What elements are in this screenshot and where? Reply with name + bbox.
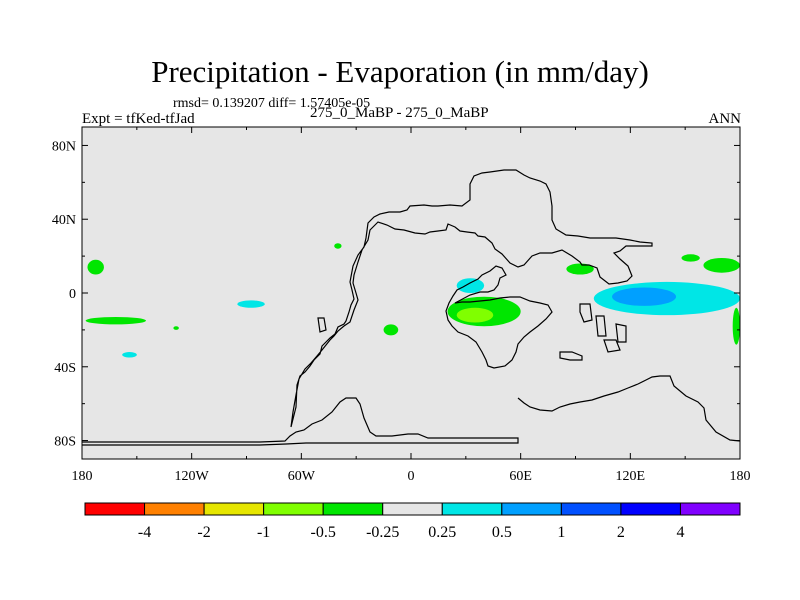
- season-label: ANN: [708, 111, 742, 127]
- colorbar-swatch: [620, 502, 681, 516]
- coastline-small-island: [317, 317, 327, 333]
- anomaly-region: [612, 287, 677, 306]
- colorbar-swatch: [203, 502, 265, 516]
- anomaly-region: [383, 324, 399, 336]
- colorbar-label: -2: [197, 524, 210, 541]
- colorbar-label: 1: [557, 524, 565, 541]
- x-tick-label: 60E: [509, 469, 532, 484]
- x-tick-label: 120W: [175, 469, 210, 484]
- x-tick-label: 0: [408, 469, 415, 484]
- y-tick-label: 80N: [52, 139, 76, 154]
- anomaly-region: [566, 263, 594, 275]
- case-label: 275_0_MaBP - 275_0_MaBP: [310, 105, 489, 121]
- y-tick-label: 40N: [52, 213, 76, 228]
- anomaly-region: [732, 307, 740, 345]
- anomaly-region: [456, 307, 494, 323]
- colorbar-swatch: [322, 502, 384, 516]
- colorbar-label: 4: [676, 524, 684, 541]
- coastline-antarctica: [82, 397, 519, 446]
- y-tick-label: 40S: [54, 361, 76, 376]
- anomaly-region: [334, 243, 342, 249]
- anomaly-region: [703, 257, 740, 273]
- colorbar-label: 0.5: [492, 524, 512, 541]
- colorbar-label: -0.5: [311, 524, 336, 541]
- x-tick-label: 60W: [288, 469, 316, 484]
- colorbar-label: 2: [617, 524, 625, 541]
- x-tick-label: 180: [72, 469, 93, 484]
- colorbar-swatch: [441, 502, 503, 516]
- anomaly-region: [456, 278, 485, 293]
- colorbar-swatch: [560, 502, 622, 516]
- stats-line: rmsd= 0.139207 diff= 1.57405e-05: [173, 96, 371, 111]
- experiment-label: Expt = tfKed-tfJad: [82, 111, 195, 127]
- colorbar-label: -0.25: [366, 524, 399, 541]
- y-tick-label: 0: [69, 287, 76, 302]
- colorbar-swatch: [263, 502, 324, 516]
- colorbar-swatch: [144, 502, 205, 516]
- anomaly-region: [122, 352, 137, 358]
- anomaly-region: [173, 326, 179, 330]
- colorbar-swatch: [501, 502, 562, 516]
- coastline-islands: [559, 303, 627, 361]
- colorbar-swatch: [679, 502, 741, 516]
- anomaly-region: [87, 259, 104, 275]
- colorbar-swatch: [382, 502, 443, 516]
- x-tick-label: 120E: [616, 469, 646, 484]
- colorbar-label: -4: [138, 524, 151, 541]
- chart-title: Precipitation - Evaporation (in mm/day): [151, 54, 649, 89]
- colorbar-label: -1: [257, 524, 270, 541]
- x-tick-label: 180: [730, 469, 751, 484]
- y-tick-label: 80S: [54, 435, 76, 450]
- coastline-southern-continent: [517, 375, 741, 442]
- anomaly-region: [237, 300, 265, 308]
- anomaly-region: [681, 254, 700, 262]
- coastline-africa: [445, 265, 553, 369]
- colorbar-swatch: [84, 502, 146, 516]
- colorbar-label: 0.25: [428, 524, 456, 541]
- coastline-americas: [290, 169, 653, 428]
- anomaly-region: [85, 316, 146, 325]
